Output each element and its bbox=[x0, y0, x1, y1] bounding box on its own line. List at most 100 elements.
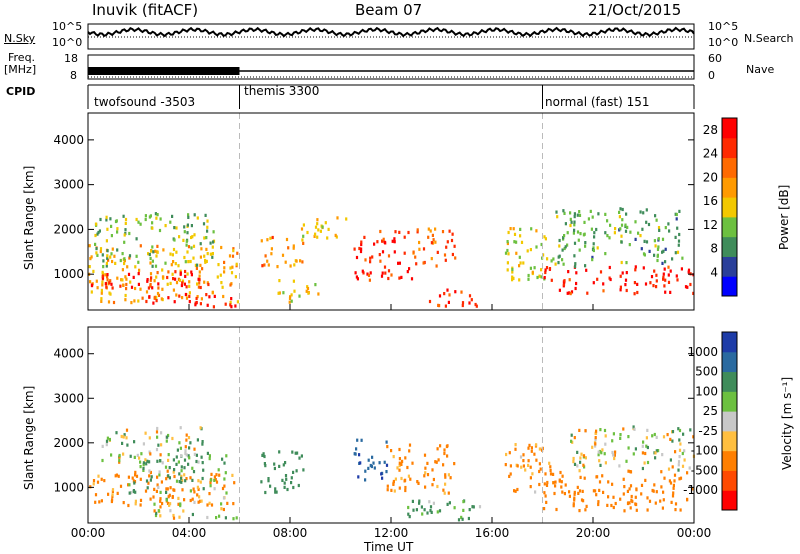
power-echo-cell bbox=[205, 293, 208, 297]
power-echo-cell bbox=[100, 299, 103, 303]
velocity-echo-cell bbox=[424, 471, 427, 475]
power-colorbar-tick: 28 bbox=[703, 123, 718, 137]
power-echo-cell bbox=[172, 260, 175, 264]
power-echo-cell bbox=[661, 250, 664, 254]
power-echo-cell bbox=[676, 250, 680, 254]
velocity-echo-cell bbox=[678, 455, 681, 459]
velocity-echo-cell bbox=[197, 460, 200, 464]
power-echo-cell bbox=[133, 299, 136, 303]
velocity-echo-cell bbox=[115, 431, 118, 435]
velocity-echo-cell bbox=[674, 502, 678, 506]
velocity-echo-cell bbox=[424, 466, 427, 470]
velocity-echo-cell bbox=[209, 484, 212, 488]
time-tick-label: 12:00 bbox=[374, 526, 409, 540]
power-echo-cell bbox=[174, 270, 177, 274]
power-echo-cell bbox=[573, 228, 576, 232]
velocity-echo-cell bbox=[669, 437, 672, 441]
power-echo-cell bbox=[124, 275, 127, 279]
nave-label: Nave bbox=[746, 63, 775, 76]
velocity-echo-cell bbox=[206, 503, 209, 507]
velocity-echo-cell bbox=[508, 451, 511, 455]
power-echo-cell bbox=[295, 259, 298, 263]
power-echo-cell bbox=[144, 214, 147, 218]
power-echo-cell bbox=[141, 296, 144, 300]
velocity-echo-cell bbox=[118, 460, 121, 464]
power-echo-cell bbox=[175, 281, 179, 285]
power-echo-cell bbox=[540, 242, 543, 247]
power-echo-cell bbox=[353, 247, 356, 251]
velocity-echo-cell bbox=[635, 488, 638, 492]
velocity-echo-cell bbox=[202, 487, 205, 491]
power-echo-cell bbox=[624, 278, 628, 282]
power-echo-cell bbox=[211, 252, 214, 256]
power-echo-cell bbox=[596, 246, 599, 250]
power-echo-cell bbox=[151, 259, 154, 263]
power-echo-cell bbox=[285, 237, 289, 242]
cpid-segment-1: twofsound -3503 bbox=[94, 95, 196, 109]
velocity-echo-cell bbox=[100, 499, 103, 503]
power-echo-cell bbox=[655, 279, 658, 283]
velocity-echo-cell bbox=[679, 508, 682, 512]
velocity-echo-cell bbox=[573, 462, 577, 466]
power-echo-cell bbox=[105, 261, 108, 265]
power-echo-cell bbox=[511, 278, 514, 282]
velocity-echo-cell bbox=[283, 485, 286, 489]
power-colorbar-tick: 12 bbox=[703, 218, 718, 232]
velocity-echo-cell bbox=[514, 489, 517, 493]
velocity-echo-cell bbox=[408, 515, 411, 519]
power-echo-cell bbox=[127, 272, 131, 276]
power-echo-cell bbox=[564, 245, 567, 249]
power-echo-cell bbox=[99, 247, 103, 251]
velocity-echo-cell bbox=[549, 465, 552, 469]
velocity-echo-cell bbox=[149, 470, 152, 475]
power-echo-cell bbox=[189, 259, 192, 264]
velocity-echo-cell bbox=[570, 433, 573, 437]
power-echo-cell bbox=[192, 244, 196, 248]
power-echo-cell bbox=[135, 217, 138, 222]
power-echo-cell bbox=[162, 275, 165, 279]
velocity-echo-cell bbox=[372, 461, 375, 465]
velocity-echo-cell bbox=[544, 494, 547, 498]
power-echo-cell bbox=[199, 242, 202, 246]
power-echo-cell bbox=[587, 217, 590, 221]
power-echo-cell bbox=[125, 282, 128, 287]
power-echo-cell bbox=[116, 230, 119, 234]
power-colorbar-frame bbox=[721, 117, 738, 297]
power-echo-cell bbox=[546, 257, 549, 261]
velocity-echo-cell bbox=[155, 448, 159, 452]
power-echo-cell bbox=[592, 281, 595, 285]
power-echo-cell bbox=[154, 212, 157, 216]
velocity-echo-cell bbox=[601, 474, 604, 478]
velocity-echo-cell bbox=[471, 505, 474, 509]
power-echo-cell bbox=[138, 268, 141, 272]
velocity-echo-cell bbox=[390, 488, 393, 492]
velocity-echo-cell bbox=[127, 483, 130, 487]
velocity-echo-cell bbox=[125, 428, 129, 432]
power-echo-cell bbox=[609, 277, 612, 282]
power-echo-cell bbox=[550, 278, 553, 282]
velocity-echo-cell bbox=[145, 479, 149, 483]
velocity-echo-cell bbox=[386, 488, 389, 492]
power-echo-cell bbox=[199, 302, 202, 306]
nsky-label: N.Sky bbox=[4, 32, 36, 45]
power-echo-cell bbox=[235, 262, 238, 266]
power-echo-cell bbox=[445, 245, 448, 249]
power-echo-cell bbox=[324, 221, 327, 225]
power-echo-cell bbox=[110, 224, 113, 228]
power-echo-cell bbox=[533, 266, 536, 270]
power-echo-cell bbox=[166, 282, 169, 286]
velocity-echo-cell bbox=[443, 451, 446, 456]
velocity-echo-cell bbox=[210, 503, 214, 507]
power-echo-cell bbox=[662, 272, 665, 276]
velocity-echo-cell bbox=[209, 478, 213, 482]
velocity-echo-cell bbox=[677, 463, 680, 467]
power-echo-cell bbox=[578, 248, 581, 252]
power-echo-cell bbox=[378, 253, 381, 257]
velocity-echo-cell bbox=[438, 509, 442, 513]
power-ytick-label: 4000 bbox=[53, 133, 84, 147]
velocity-echo-cell bbox=[416, 480, 419, 484]
velocity-echo-cell bbox=[626, 501, 630, 506]
velocity-echo-cell bbox=[582, 454, 586, 458]
velocity-echo-cell bbox=[606, 503, 609, 507]
velocity-echo-cell bbox=[627, 469, 630, 473]
